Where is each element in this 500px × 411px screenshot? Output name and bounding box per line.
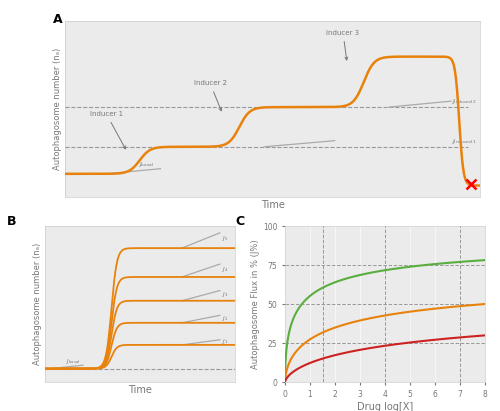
Text: $J_3$: $J_3$ [222, 290, 228, 299]
Text: Inducer 2: Inducer 2 [194, 81, 227, 111]
Text: $J_{\rm Induced\ 1}$: $J_{\rm Induced\ 1}$ [450, 137, 476, 146]
Text: $J_1$: $J_1$ [222, 337, 228, 346]
Text: $J_{\rm Induced\ 2}$: $J_{\rm Induced\ 2}$ [450, 97, 476, 106]
Text: C: C [235, 215, 244, 228]
X-axis label: Drug log[X]: Drug log[X] [357, 402, 413, 411]
Text: B: B [7, 215, 16, 228]
Text: $J_2$: $J_2$ [222, 314, 228, 323]
Text: $J_4$: $J_4$ [222, 265, 228, 274]
Y-axis label: Autophagosome Flux in % (J%): Autophagosome Flux in % (J%) [251, 239, 260, 369]
Text: A: A [52, 14, 62, 26]
X-axis label: Time: Time [128, 385, 152, 395]
X-axis label: Time: Time [260, 200, 284, 210]
Text: $J_5$: $J_5$ [222, 234, 228, 243]
Text: Inducer 1: Inducer 1 [90, 111, 126, 149]
Text: Inducer 3: Inducer 3 [326, 30, 360, 60]
Y-axis label: Autophagosome number (nₐ): Autophagosome number (nₐ) [53, 48, 62, 170]
Text: $J_{\rm basal}$: $J_{\rm basal}$ [138, 160, 154, 169]
Text: $J_{\rm basal}$: $J_{\rm basal}$ [66, 357, 80, 366]
Y-axis label: Autophagosome number (nₐ): Autophagosome number (nₐ) [33, 243, 42, 365]
